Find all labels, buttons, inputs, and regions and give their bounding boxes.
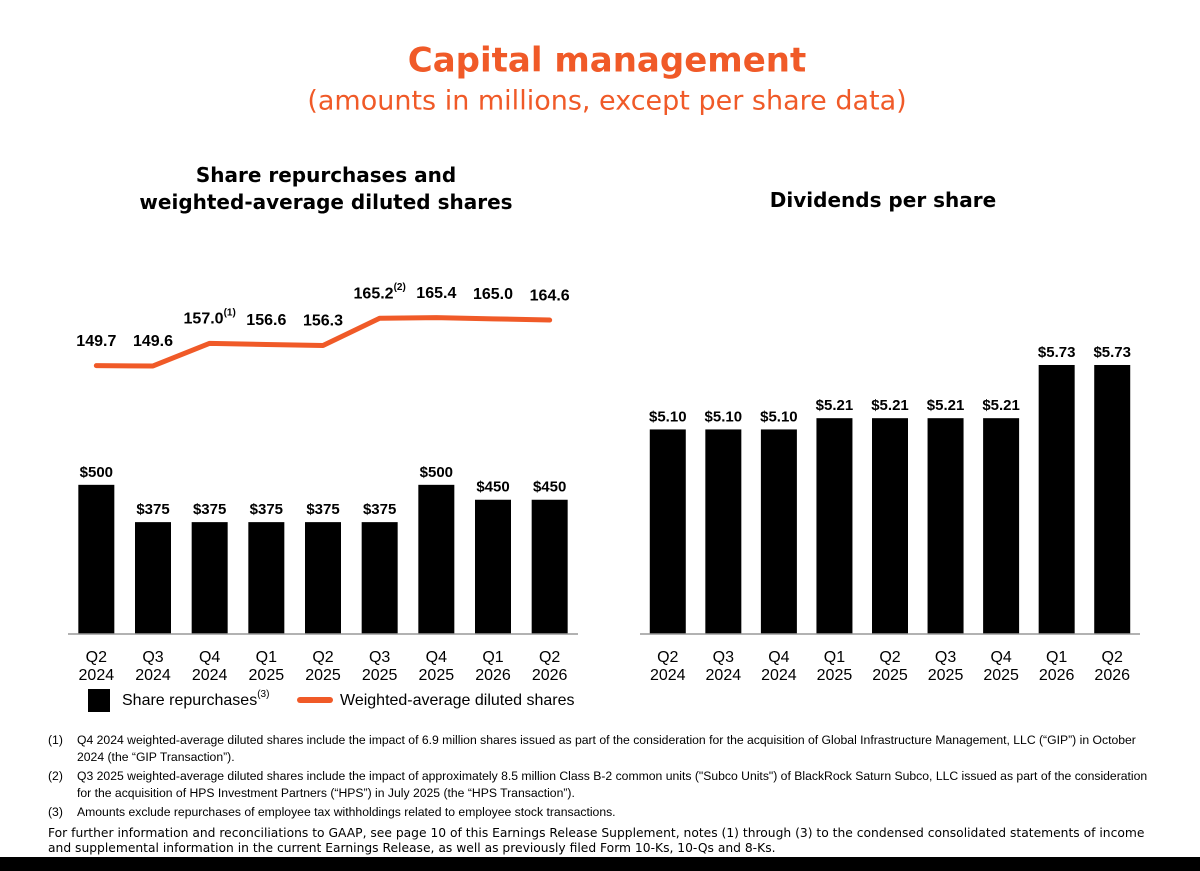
data-label: $375 [250, 501, 283, 518]
footnote: (2) Q3 2025 weighted-average diluted shar… [48, 768, 1148, 802]
bar [78, 484, 115, 634]
data-label: 165.4 [416, 285, 456, 302]
footnote-text: Amounts exclude repurchases of employee … [77, 805, 616, 819]
bar [475, 499, 511, 634]
x-tick-label: Q4 2024 [192, 649, 228, 684]
footnote-marker: (1) [48, 733, 63, 747]
page-title: Capital management [408, 41, 806, 81]
x-tick-label: Q1 2026 [1039, 649, 1075, 684]
bar [760, 429, 797, 634]
data-label: $500 [80, 464, 113, 481]
data-label: 149.7 [76, 333, 116, 350]
x-tick-label: Q1 2025 [249, 649, 285, 684]
x-tick-label: Q1 2026 [475, 649, 511, 684]
x-tick-label: Q2 2024 [79, 649, 115, 684]
bar [191, 522, 228, 634]
data-label: $5.21 [982, 397, 1020, 414]
chart-title: Share repurchases and weighted-average d… [139, 163, 513, 214]
legend-label: Share repurchases(3) [122, 689, 269, 710]
x-tick-label: Q2 2025 [872, 649, 908, 684]
data-label: 157.0(1) [184, 307, 236, 328]
data-label: $5.10 [705, 408, 743, 425]
legend-swatch [88, 689, 110, 712]
x-tick-label: Q3 2025 [362, 649, 398, 684]
bar [983, 418, 1020, 634]
data-label: $450 [533, 479, 566, 496]
bar [135, 522, 171, 634]
bar [649, 429, 686, 634]
footnote: (3) Amounts exclude repurchases of employ… [48, 804, 1148, 821]
data-label: $500 [420, 464, 453, 481]
superscript-note: (3) [257, 689, 269, 700]
footnote-marker: (3) [48, 805, 63, 819]
data-label: $375 [193, 501, 226, 518]
x-tick-label: Q3 2024 [135, 649, 171, 684]
x-tick-label: Q4 2025 [983, 649, 1019, 684]
line-series [93, 315, 553, 369]
x-tick-label: Q1 2025 [817, 649, 853, 684]
footnote: (1) Q4 2024 weighted-average diluted shar… [48, 732, 1148, 766]
bar [418, 484, 455, 634]
data-label: 165.0 [473, 286, 513, 303]
footer-note: For further information and reconciliati… [48, 826, 1145, 855]
data-label: $375 [363, 501, 396, 518]
footnote-text: Q3 2025 weighted-average diluted shares … [77, 769, 1148, 800]
data-label: $375 [306, 501, 339, 518]
legend-label: Weighted-average diluted shares [340, 692, 575, 709]
x-tick-label: Q3 2025 [928, 649, 964, 684]
bottom-bar [0, 857, 1200, 871]
bar [1038, 364, 1075, 634]
data-label: 165.2(2) [354, 282, 406, 303]
footnote-text: Q4 2024 weighted-average diluted shares … [77, 733, 1136, 764]
x-tick-label: Q2 2026 [1094, 649, 1130, 684]
bar [248, 522, 285, 634]
data-label: $5.21 [927, 397, 965, 414]
x-tick-label: Q2 2024 [650, 649, 686, 684]
x-tick-label: Q2 2025 [305, 649, 341, 684]
data-label: $5.10 [649, 408, 687, 425]
data-label: 164.6 [530, 287, 570, 304]
data-label: 156.3 [303, 313, 343, 330]
bar [927, 418, 964, 634]
footnotes: (1) Q4 2024 weighted-average diluted shar… [48, 732, 1148, 823]
bar [705, 429, 742, 634]
superscript-note: (2) [394, 282, 406, 293]
data-label: $375 [136, 501, 169, 518]
bar [531, 499, 568, 634]
data-label: $450 [476, 479, 509, 496]
data-label: $5.21 [871, 397, 909, 414]
chart-title: Dividends per share [769, 188, 997, 212]
x-tick-label: Q4 2024 [761, 649, 797, 684]
x-tick-label: Q2 2026 [532, 649, 568, 684]
bar [361, 522, 398, 634]
bar [872, 418, 908, 634]
data-label: $5.10 [760, 408, 798, 425]
bar [1094, 364, 1131, 634]
data-label: $5.73 [1093, 344, 1131, 361]
bar [305, 522, 341, 634]
footnote-marker: (2) [48, 769, 63, 783]
x-tick-label: Q3 2024 [706, 649, 742, 684]
superscript-note: (1) [224, 307, 236, 318]
data-label: $5.21 [816, 397, 854, 414]
page-subtitle: (amounts in millions, except per share d… [307, 86, 906, 117]
bar [816, 418, 853, 634]
data-label: 149.6 [133, 333, 173, 350]
data-label: $5.73 [1038, 344, 1076, 361]
data-label: 156.6 [246, 312, 286, 329]
x-tick-label: Q4 2025 [419, 649, 455, 684]
